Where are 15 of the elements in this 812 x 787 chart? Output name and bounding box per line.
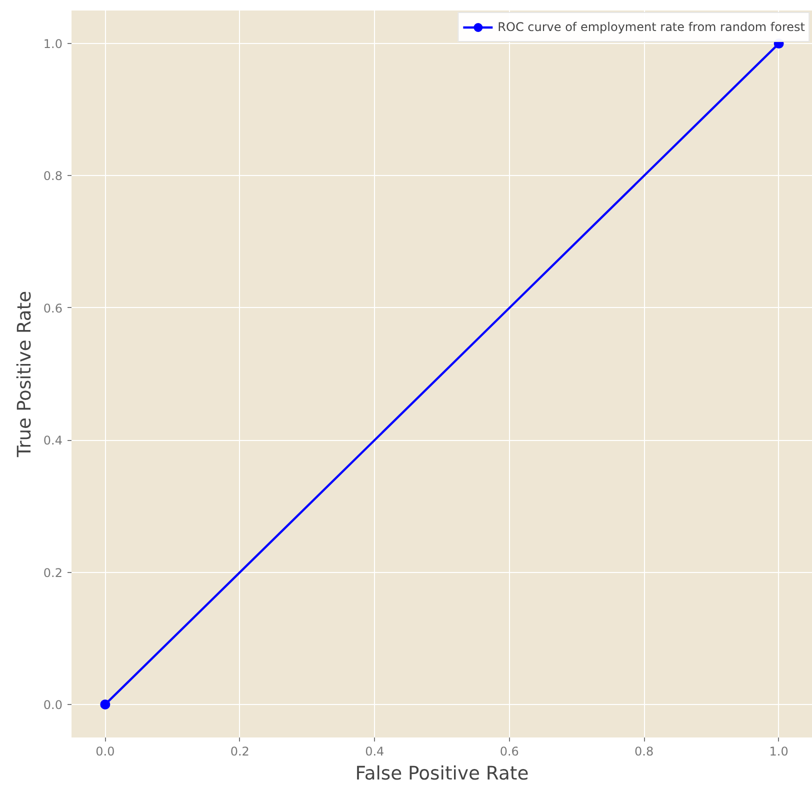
x-tick-label: 0.0 <box>96 744 115 758</box>
y-tick-label: 0.2 <box>43 566 63 580</box>
y-tick-label: 0.6 <box>43 301 63 316</box>
y-tick-label: 1.0 <box>43 37 63 52</box>
x-tick-label: 0.4 <box>365 744 384 758</box>
x-tick-label: 0.8 <box>634 744 654 758</box>
y-axis-title: True Positive Rate <box>14 290 36 458</box>
y-tick-label: 0.8 <box>43 169 63 184</box>
x-tick-label: 0.2 <box>230 744 250 758</box>
legend-label: ROC curve of employment rate from random forest <box>498 20 805 34</box>
y-tick-label: 0.4 <box>43 434 63 448</box>
x-axis-title: False Positive Rate <box>355 764 529 784</box>
x-tick-label: 0.6 <box>500 744 519 758</box>
y-tick-label: 0.0 <box>43 698 63 712</box>
x-tick-label: 1.0 <box>769 744 788 758</box>
